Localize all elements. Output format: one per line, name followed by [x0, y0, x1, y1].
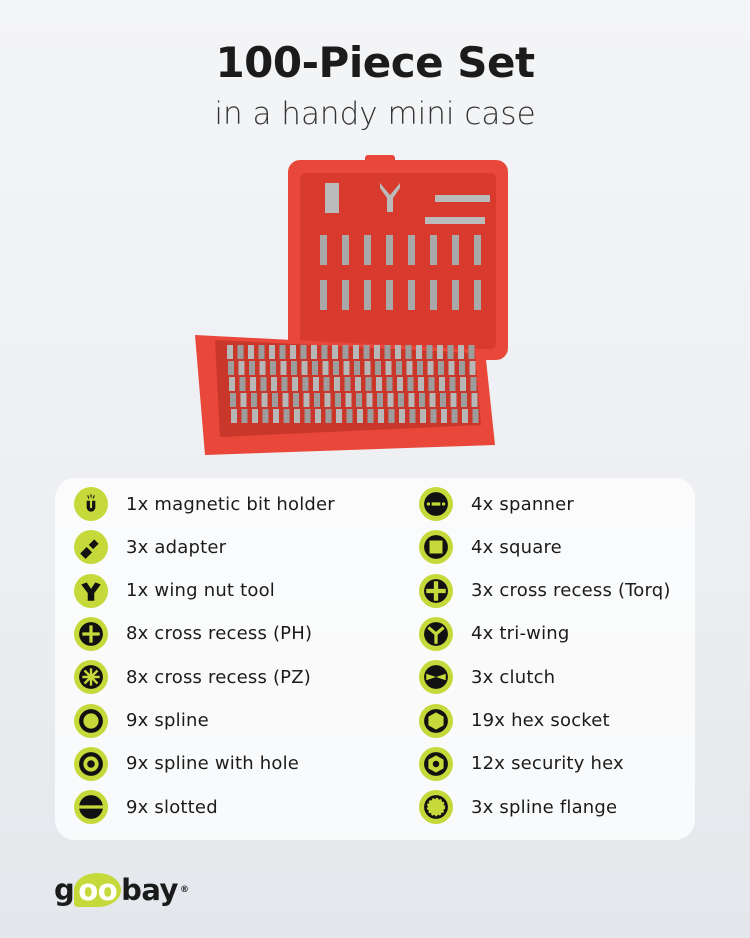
- list-item: 9x spline with hole: [74, 746, 300, 781]
- brand-logo: g oo bay ®: [54, 873, 189, 907]
- list-item: 4x square: [419, 530, 562, 565]
- list-item: 4x spanner: [419, 487, 574, 521]
- item-label: 4x tri-wing: [471, 623, 570, 645]
- spanner-icon: [419, 487, 453, 521]
- square-icon: [419, 530, 453, 565]
- spline-flange-icon: [419, 790, 453, 825]
- item-label: 3x cross recess (Torq): [471, 580, 671, 602]
- list-item: 12x security hex: [419, 746, 624, 781]
- cross-pz-icon: [74, 660, 108, 695]
- clutch-icon: [419, 660, 453, 695]
- tri-wing-icon: [419, 616, 453, 651]
- spline-hole-icon: [74, 746, 108, 781]
- list-item: 3x spline flange: [419, 790, 618, 825]
- list-item: 1x magnetic bit holder: [74, 487, 335, 521]
- item-label: 4x spanner: [471, 493, 574, 515]
- list-item: 19x hex socket: [419, 703, 610, 738]
- item-label: 3x spline flange: [471, 796, 618, 818]
- item-label: 4x square: [471, 536, 562, 558]
- list-item: 1x wing nut tool: [74, 573, 275, 608]
- spline-icon: [74, 703, 108, 738]
- security-hex-icon: [419, 746, 453, 781]
- cross-ph-icon: [74, 616, 108, 651]
- item-label: 8x cross recess (PZ): [126, 666, 311, 688]
- list-item: 3x cross recess (Torq): [419, 573, 671, 608]
- magnet-icon: [74, 487, 108, 521]
- list-item: 9x spline: [74, 703, 209, 738]
- item-label: 12x security hex: [471, 753, 624, 775]
- hex-socket-icon: [419, 703, 453, 738]
- list-item: 3x clutch: [419, 660, 556, 695]
- list-item: 8x cross recess (PZ): [74, 660, 311, 695]
- list-item: 9x slotted: [74, 790, 218, 825]
- adapter-icon: [74, 530, 108, 565]
- item-label: 9x spline with hole: [126, 753, 300, 775]
- list-item: 8x cross recess (PH): [74, 616, 313, 651]
- bit-case-image: [195, 155, 508, 455]
- item-label: 1x wing nut tool: [126, 580, 275, 602]
- list-item: 3x adapter: [74, 530, 227, 565]
- torq-icon: [419, 573, 453, 608]
- wing-nut-icon: [74, 573, 108, 608]
- page-subtitle: in a handy mini case: [214, 96, 536, 132]
- list-item: 4x tri-wing: [419, 616, 570, 651]
- item-label: 9x slotted: [126, 796, 218, 818]
- item-label: 1x magnetic bit holder: [126, 493, 335, 515]
- item-label: 3x clutch: [471, 666, 556, 688]
- item-label: 19x hex socket: [471, 710, 610, 731]
- contents-card: [55, 478, 695, 840]
- slotted-icon: [74, 790, 108, 825]
- item-label: 3x adapter: [126, 536, 227, 558]
- page-title: 100-Piece Set: [215, 38, 535, 87]
- item-label: 9x spline: [126, 710, 209, 731]
- item-label: 8x cross recess (PH): [126, 623, 313, 645]
